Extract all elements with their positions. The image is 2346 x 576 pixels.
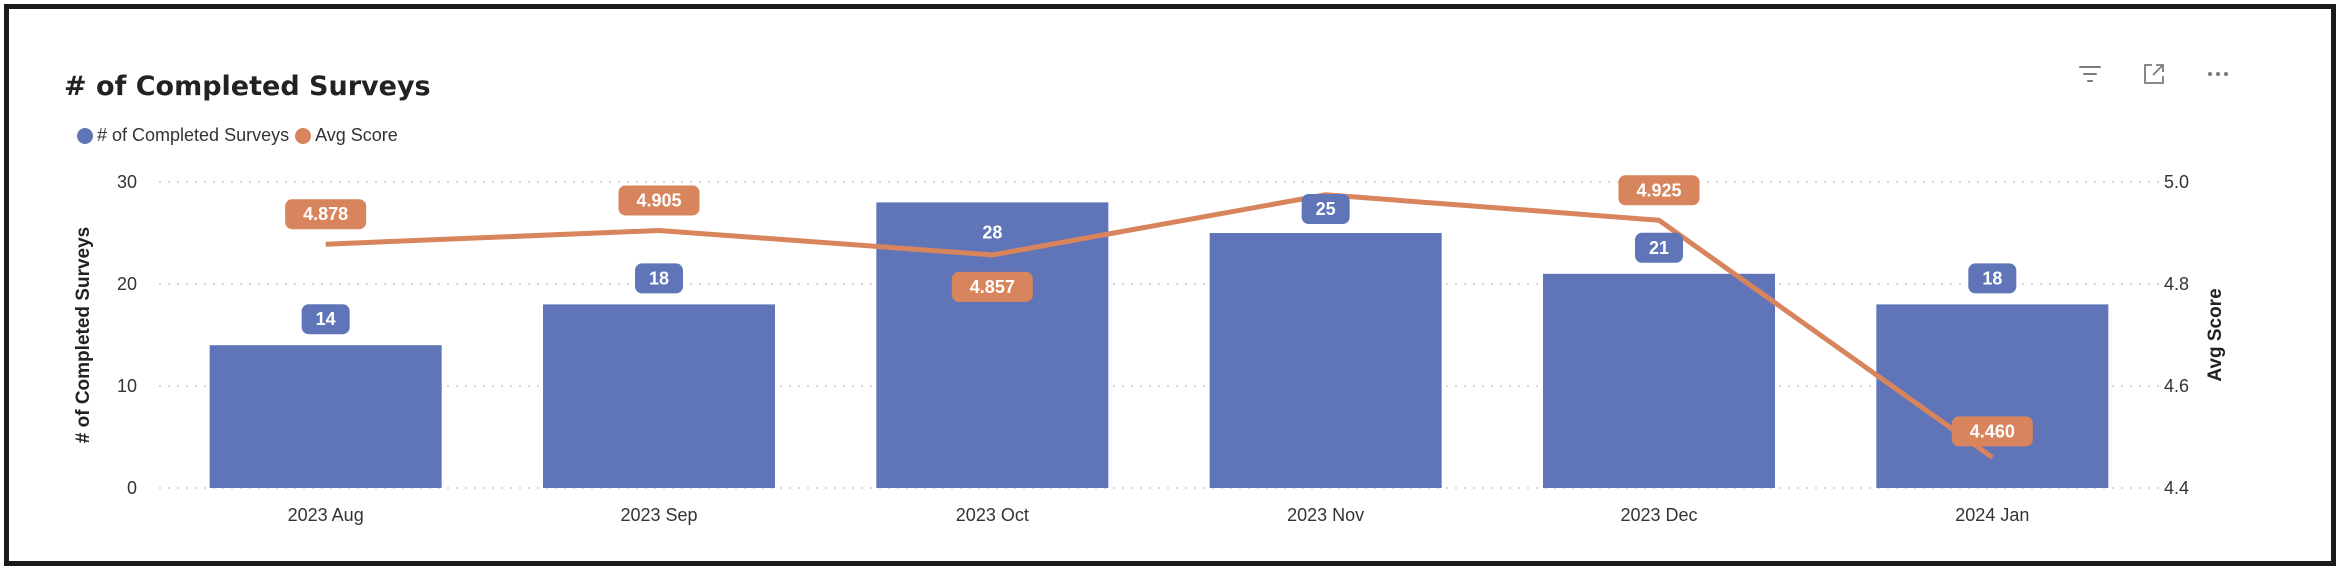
bar-data-label-background	[1968, 263, 2017, 294]
bar-data-label-background	[1301, 194, 1350, 224]
legend-label-avg-score: Avg Score	[315, 125, 398, 145]
bar	[1876, 304, 2109, 488]
avg-score-line	[325, 192, 1994, 460]
bar-data-label-background	[301, 304, 350, 335]
x-axis-tick-label: 2023 Dec	[1620, 505, 1697, 525]
line-data-label: 4.925	[1636, 180, 1681, 200]
legend: # of Completed Surveys Avg Score	[77, 125, 398, 146]
x-axis-tick-label: 2023 Aug	[288, 505, 364, 525]
bar	[1543, 273, 1775, 488]
legend-marker-surveys	[77, 127, 93, 144]
bar	[543, 304, 775, 488]
bar-data-label: 28	[982, 222, 1002, 242]
line-data-label-background	[618, 185, 700, 216]
y2-axis-tick-label: 4.6	[2164, 376, 2189, 396]
filter-icon[interactable]	[2077, 61, 2103, 87]
x-axis-tick-label: 2023 Oct	[956, 505, 1029, 525]
bar-data-label: 14	[316, 309, 336, 329]
visual-title: # of Completed Surveys	[64, 71, 431, 102]
bar	[876, 202, 1109, 488]
bar-data-label: 18	[1982, 268, 2002, 288]
legend-item-avg-score[interactable]: Avg Score	[295, 125, 398, 146]
y2-axis-title: Avg Score	[2205, 288, 2226, 381]
visual-container: # of Completed Surveys # of Completed Su…	[4, 4, 2336, 566]
legend-label-surveys: # of Completed Surveys	[97, 125, 290, 145]
y-axis-title: # of Completed Surveys	[73, 227, 94, 443]
line-data-label-background	[1951, 416, 2033, 447]
bar-data-label: 18	[649, 268, 669, 288]
x-axis-tick-label: 2023 Sep	[620, 505, 697, 525]
y2-axis-tick-label: 5.0	[2164, 172, 2189, 192]
legend-marker-avg-score	[295, 127, 312, 144]
bar-data-label: 21	[1649, 238, 1669, 258]
line-data-label-background	[1618, 175, 1700, 206]
y-axis-tick-label: 0	[127, 478, 137, 498]
y-axis-tick-label: 30	[117, 172, 137, 192]
x-axis-tick-label: 2024 Jan	[1955, 505, 2029, 525]
line-data-label: 4.905	[636, 190, 681, 210]
bar	[209, 345, 442, 488]
bar	[1209, 233, 1442, 488]
line-data-label-background	[951, 271, 1033, 302]
x-axis-tick-label: 2023 Nov	[1287, 505, 1364, 525]
line-data-label: 4.857	[970, 277, 1015, 297]
bar-data-label-background	[635, 263, 683, 294]
focus-mode-icon[interactable]	[2141, 61, 2167, 87]
more-options-icon[interactable]	[2205, 61, 2231, 87]
y-axis-tick-label: 10	[117, 376, 137, 396]
line-data-label: 4.878	[303, 204, 348, 224]
legend-item-surveys[interactable]: # of Completed Surveys	[77, 125, 289, 146]
bar-data-label: 25	[1316, 199, 1336, 219]
y2-axis-tick-label: 4.8	[2164, 274, 2189, 294]
y-axis-tick-label: 20	[117, 274, 137, 294]
y2-axis-tick-label: 4.4	[2164, 478, 2189, 498]
line-data-label: 4.460	[1970, 421, 2015, 441]
line-data-label-background	[285, 199, 367, 230]
bar-data-label-background	[1635, 232, 1683, 263]
visual-header-icons	[2077, 61, 2231, 87]
